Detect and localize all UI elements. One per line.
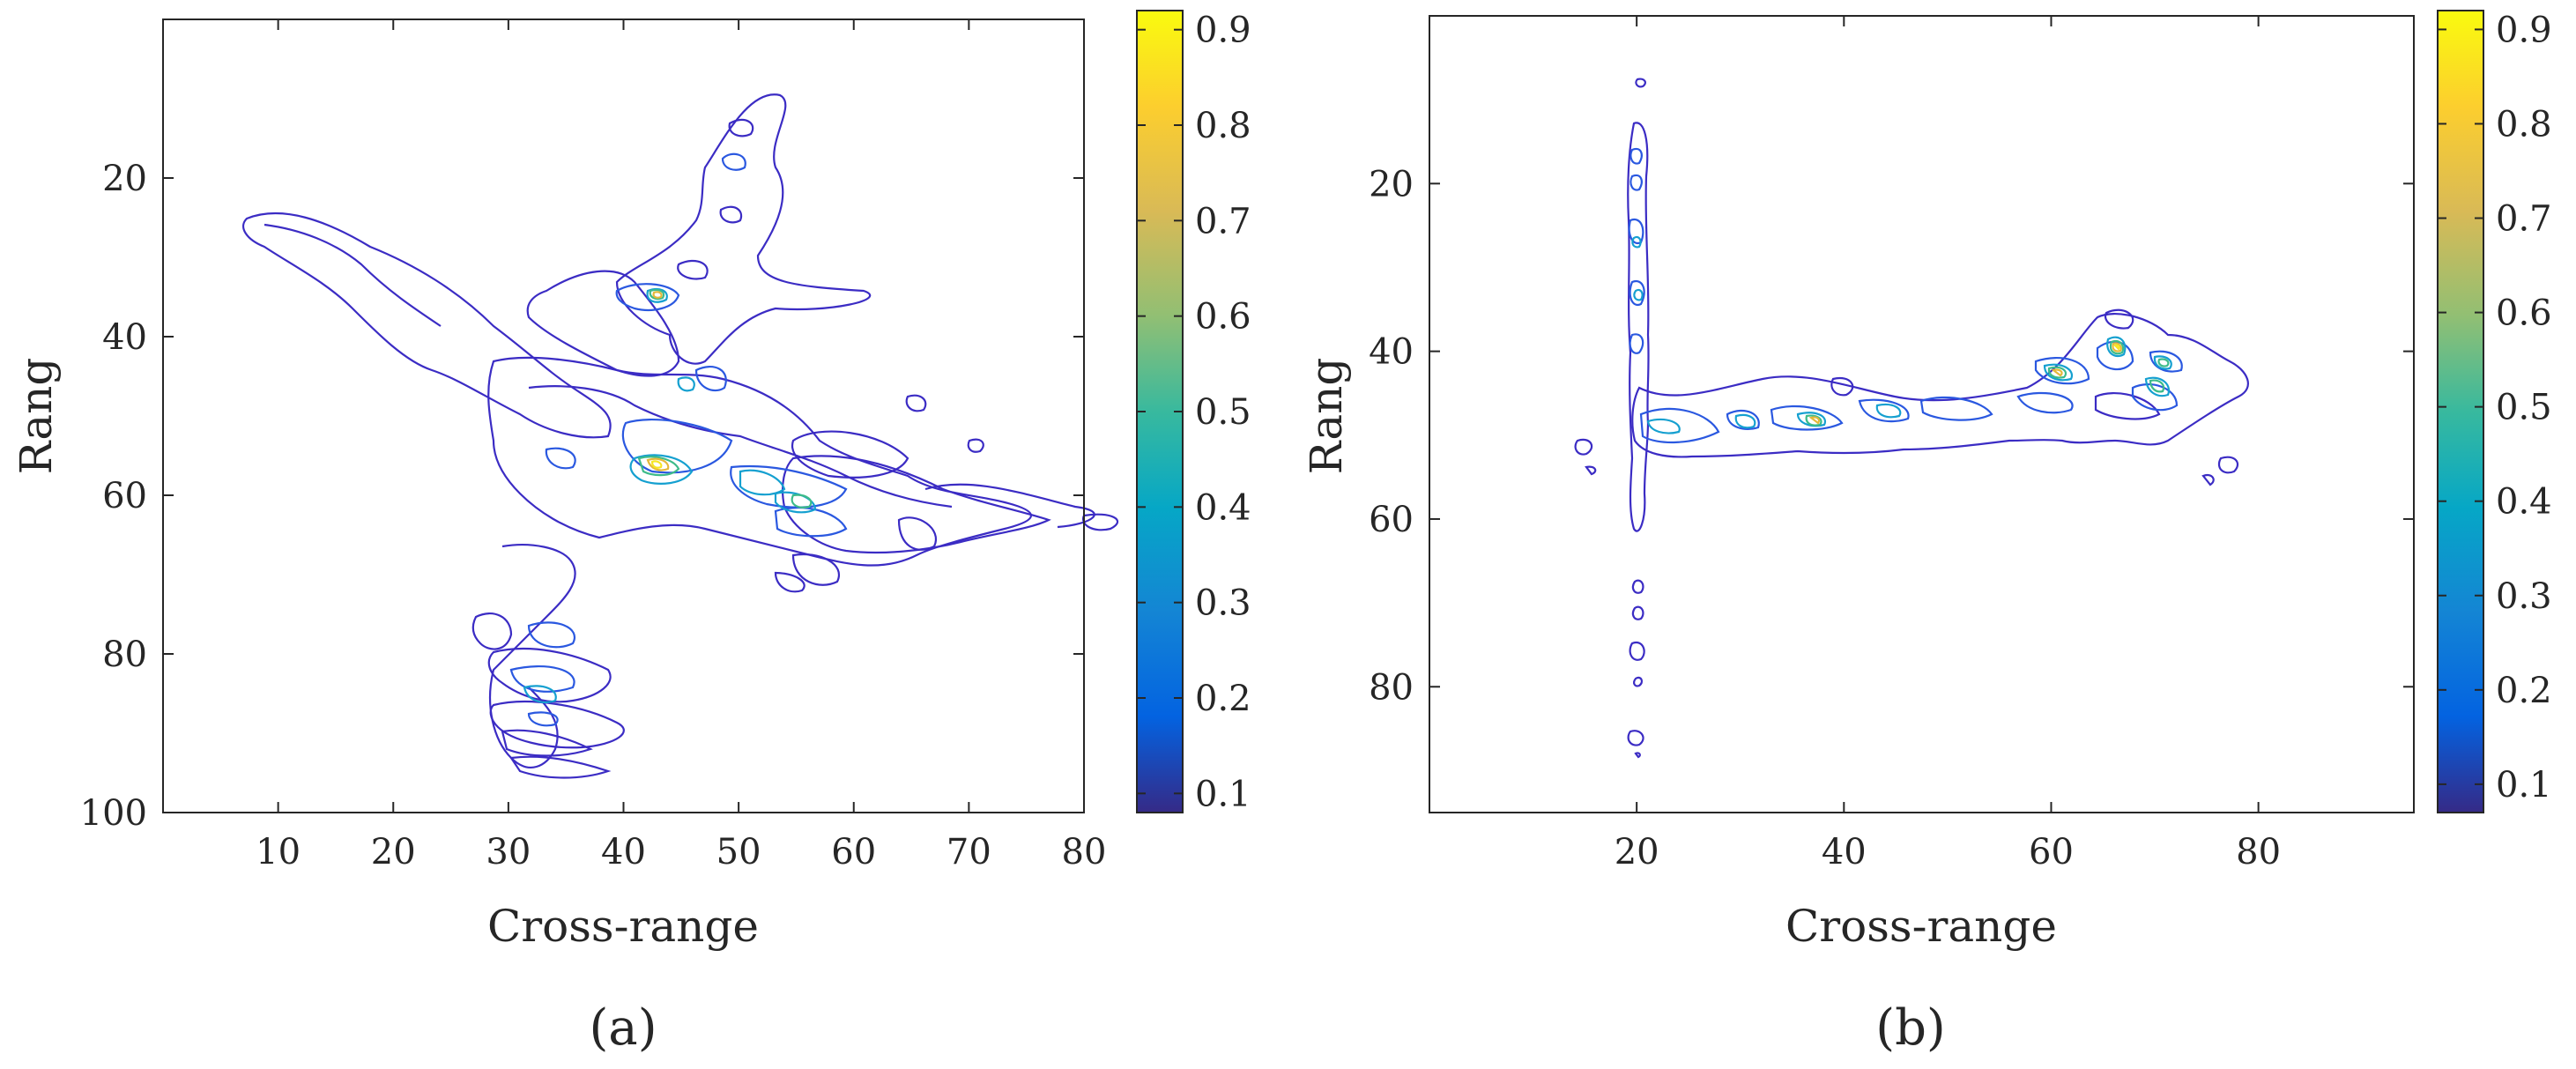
colorbar-tick-label: 0.2	[2496, 671, 2552, 711]
colorbar-tick-label: 0.6	[2496, 293, 2552, 334]
y-tick-label: 40	[1369, 332, 1414, 373]
contour-group	[509, 152, 848, 727]
contour-group	[2112, 344, 2120, 351]
x-tick-label: 40	[1822, 832, 1867, 872]
x-axis-title-a: Cross-range	[487, 901, 759, 952]
colorbar-tick-label: 0.8	[1195, 106, 1251, 146]
contour-group	[650, 460, 663, 469]
x-tick-label: 80	[2236, 832, 2281, 872]
x-tick-label: 60	[2029, 832, 2074, 872]
axis-ticks-a: 10 20 30 40 50 60 70 80 20 40 60 80 100	[80, 19, 1107, 872]
colorbar-tick-label: 0.3	[1195, 583, 1251, 624]
colorbar-tick-label: 0.7	[1195, 201, 1251, 241]
contour-group	[1574, 78, 2249, 759]
contour-group	[1805, 339, 2170, 427]
y-tick-label: 80	[102, 635, 147, 675]
contour-group	[646, 291, 670, 471]
x-tick-label: 70	[947, 832, 991, 872]
colorbar-tick-label: 0.5	[2496, 388, 2552, 428]
colorbar-tick-label: 0.5	[1195, 392, 1251, 433]
colorbar-tick-label: 0.7	[2496, 199, 2552, 240]
y-axis-title-a: Rang	[11, 358, 62, 475]
plot-frame-a	[162, 19, 1085, 813]
panel-b: 20 40 60 80 20 40 60 80 Cross-range Rang (b) 0.…	[1301, 10, 2552, 1057]
colorbar-tick-label: 0.9	[2496, 10, 2552, 50]
colorbar-tick-label: 0.1	[2496, 765, 2552, 805]
contour-group	[242, 93, 1118, 779]
axis-ticks-b: 20 40 60 80 20 40 60 80	[1369, 16, 2414, 872]
colorbar-tick-label: 0.8	[2496, 104, 2552, 145]
y-tick-label: 20	[102, 159, 147, 199]
colorbar-tick-label: 0.9	[1195, 11, 1251, 51]
plot-frame-b	[1429, 15, 2415, 813]
x-tick-label: 10	[256, 832, 301, 872]
contour-group	[1808, 342, 2122, 425]
x-tick-label: 80	[1062, 832, 1107, 872]
x-tick-label: 60	[831, 832, 876, 872]
colorbar-ticks-b: 0.1 0.2 0.3 0.4 0.5 0.6 0.7 0.8 0.9	[2438, 10, 2552, 805]
colorbar-ticks-a: 0.1 0.2 0.3 0.4 0.5 0.6 0.7 0.8 0.9	[1137, 11, 1251, 814]
x-axis-title-b: Cross-range	[1785, 901, 2057, 952]
colorbar-tick-label: 0.4	[2496, 482, 2552, 523]
y-tick-label: 20	[1369, 164, 1414, 204]
colorbar-tick-label: 0.2	[1195, 679, 1251, 719]
x-tick-label: 20	[371, 832, 416, 872]
y-tick-label: 40	[102, 317, 147, 358]
x-tick-label: 30	[486, 832, 531, 872]
y-tick-label: 100	[80, 793, 147, 834]
contour-group	[637, 288, 813, 509]
colorbar-tick-label: 0.6	[1195, 297, 1251, 338]
y-tick-label: 80	[1369, 667, 1414, 708]
colorbar-tick-label: 0.1	[1195, 774, 1251, 814]
contours-a	[242, 93, 1118, 779]
y-axis-title-b: Rang	[1301, 358, 1352, 475]
x-tick-label: 40	[601, 832, 646, 872]
x-tick-label: 50	[716, 832, 761, 872]
contours-b	[1574, 78, 2249, 759]
colorbar-b	[2437, 10, 2484, 813]
panel-label-a: (a)	[589, 999, 657, 1057]
y-tick-label: 60	[102, 476, 147, 516]
y-tick-label: 60	[1369, 500, 1414, 540]
colorbar-tick-label: 0.3	[2496, 576, 2552, 617]
contour-group	[1631, 235, 2172, 434]
panel-label-b: (b)	[1875, 999, 1946, 1057]
colorbar-tick-label: 0.4	[1195, 487, 1251, 528]
x-tick-label: 20	[1615, 832, 1659, 872]
contour-group	[523, 287, 817, 703]
